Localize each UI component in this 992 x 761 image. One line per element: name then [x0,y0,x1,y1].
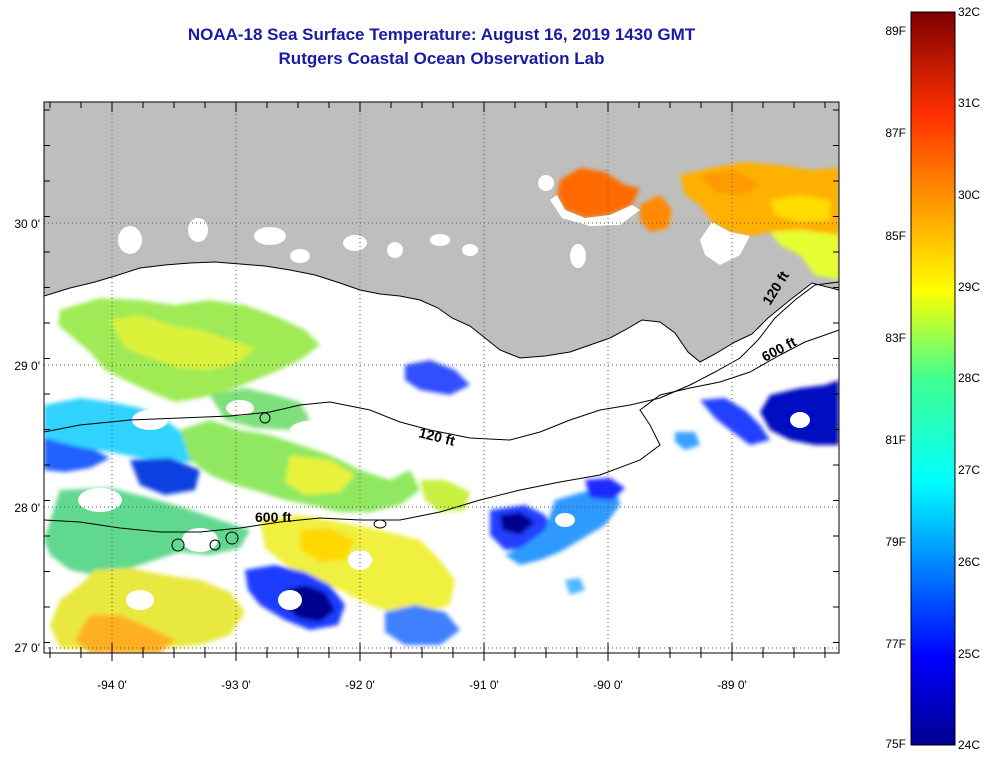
lon-label: -90 0' [593,678,623,692]
contour-label: 600 ft [255,509,292,525]
lon-label: -93 0' [221,678,251,692]
cloud-gaps-east [555,412,810,527]
lat-label: 30 0' [14,217,40,231]
coastline [44,261,839,363]
cbar-c-label: 28C [958,371,980,385]
cbar-c-label: 26C [958,555,980,569]
cloud-gaps-west [78,400,372,610]
lon-label: -94 0' [97,678,127,692]
latitude-labels: 30 0' 29 0' 28 0' 27 0' [14,217,40,655]
lat-label: 29 0' [14,359,40,373]
cbar-f-label: 87F [885,126,906,140]
cbar-f-label: 77F [885,637,906,651]
lon-label: -91 0' [469,678,499,692]
cbar-f-label: 75F [885,737,906,751]
inland-lakes [118,175,586,268]
lon-label: -92 0' [345,678,375,692]
cbar-f-label: 79F [885,535,906,549]
cbar-c-label: 27C [958,463,980,477]
axis-ticks [44,102,839,661]
cbar-c-label: 31C [958,96,980,110]
cbar-c-label: 25C [958,647,980,661]
land-louisiana [44,102,839,362]
lon-label: -89 0' [717,678,747,692]
cbar-c-label: 32C [958,5,980,19]
longitude-labels: -94 0' -93 0' -92 0' -91 0' -90 0' -89 0… [97,678,747,692]
plot-frame [43,101,840,654]
chart-subtitle: Rutgers Coastal Ocean Observation Lab [278,49,605,68]
colorbar-fahrenheit-labels: 89F 87F 85F 83F 81F 79F 77F 75F [885,24,906,751]
sst-warm-bays [557,162,839,280]
isobath-120ft [44,281,839,441]
cbar-f-label: 83F [885,331,906,345]
cbar-f-label: 81F [885,433,906,447]
lat-label: 27 0' [14,641,40,655]
cbar-c-label: 30C [958,188,980,202]
graticule [44,102,839,653]
cbar-f-label: 89F [885,24,906,38]
chart-title: NOAA-18 Sea Surface Temperature: August … [187,25,696,44]
isobath-600ft [44,329,839,533]
colorbar-celsius-labels: 32C 31C 30C 29C 28C 27C 26C 25C 24C [958,5,980,752]
cbar-c-label: 24C [958,738,980,752]
cbar-f-label: 85F [885,229,906,243]
colorbar [910,11,956,746]
cbar-c-label: 29C [958,280,980,294]
lat-label: 28 0' [14,501,40,515]
